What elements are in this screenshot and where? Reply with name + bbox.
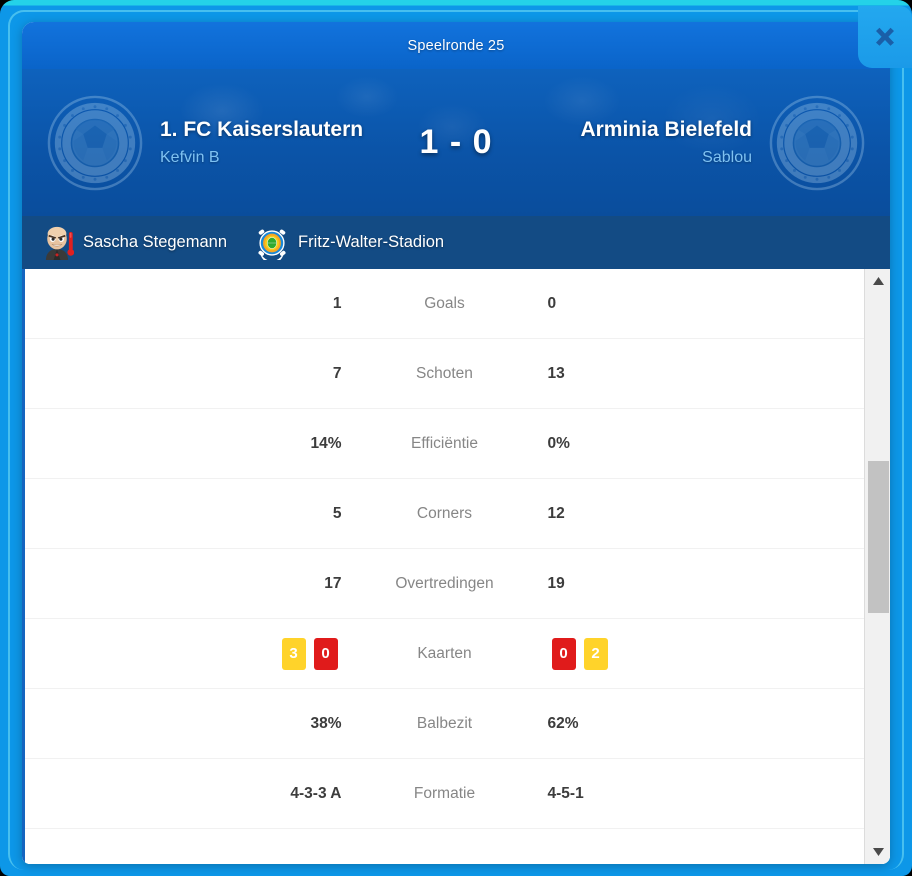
stadium-name: Fritz-Walter-Stadion: [298, 233, 445, 251]
stat-home-value: 1: [332, 294, 342, 312]
stat-label: Goals: [424, 294, 465, 312]
stat-row: 17 Overtredingen 19: [25, 549, 864, 619]
match-dialog: Speelronde 25: [22, 22, 890, 864]
stat-label: Schoten: [416, 364, 473, 382]
home-team-name: 1. FC Kaiserslautern: [160, 117, 364, 141]
stat-away-value: 13: [547, 364, 565, 382]
stat-home-value: 7: [332, 364, 342, 382]
stat-row: 14% Efficiëntie 0%: [25, 409, 864, 479]
stat-row: 3 0 Kaarten 0 2: [25, 619, 864, 689]
stat-row: 5 Corners 12: [25, 479, 864, 549]
stat-label: Efficiëntie: [411, 434, 478, 452]
stat-home-value: 38%: [310, 714, 342, 732]
stat-home-value: 5: [332, 504, 342, 522]
home-team-manager: Kefvin B: [160, 149, 220, 167]
stat-away-value: 0: [547, 294, 557, 312]
triangle-up-icon: [872, 277, 884, 285]
stat-label: Balbezit: [416, 714, 473, 732]
scroll-down-button[interactable]: [865, 840, 890, 864]
away-team-block: Arminia Bielefeld Sablou: [531, 118, 768, 168]
close-x-icon: [876, 27, 894, 46]
referee-info: Sascha Stegemann: [40, 226, 227, 260]
away-team-crest-icon: [769, 95, 865, 190]
stat-row: [25, 829, 864, 864]
stats-body: 1 Goals 0 7 Schoten 13 14% Efficiëntie 0% 5 Corner…: [22, 269, 890, 864]
home-yellow-card-count: 3: [281, 637, 306, 670]
dialog-titlebar: Speelronde 25: [22, 22, 890, 69]
away-team-manager: Sablou: [702, 149, 752, 167]
stat-away-value: 19: [547, 574, 565, 592]
scroll-up-button[interactable]: [865, 269, 890, 293]
stat-row: 4-3-3 A Formatie 4-5-1: [25, 759, 864, 829]
stat-home-value: 14%: [310, 434, 342, 452]
stat-home-value: 4-3-3 A: [290, 784, 342, 802]
stat-row: 38% Balbezit 62%: [25, 689, 864, 759]
home-team-crest-icon: [47, 95, 143, 190]
close-button[interactable]: [858, 6, 912, 68]
stat-label: Kaarten: [417, 644, 472, 662]
away-red-card-count: 0: [551, 637, 576, 670]
stats-list[interactable]: 1 Goals 0 7 Schoten 13 14% Efficiëntie 0% 5 Corner…: [25, 269, 864, 864]
stat-away-value: 62%: [547, 714, 579, 732]
stadium-info: Fritz-Walter-Stadion: [255, 226, 444, 260]
stat-row: 1 Goals 0: [25, 269, 864, 339]
vertical-scrollbar[interactable]: [864, 269, 890, 864]
match-info-bar: Sascha Stegemann: [22, 216, 890, 269]
home-red-card-count: 0: [313, 637, 338, 670]
stat-away-value: 4-5-1: [547, 784, 584, 802]
stat-label: Overtredingen: [395, 574, 494, 592]
away-team-name: Arminia Bielefeld: [580, 117, 752, 141]
referee-avatar-icon: [45, 226, 74, 260]
match-score: 1 - 0: [419, 123, 493, 161]
match-banner: 1. FC Kaiserslautern Kefvin B 1 - 0 Armi…: [22, 69, 890, 216]
scrollbar-thumb[interactable]: [868, 461, 889, 613]
stat-away-value: 12: [547, 504, 565, 522]
referee-name: Sascha Stegemann: [83, 233, 228, 251]
stat-home-value: 17: [324, 574, 342, 592]
stat-label: Corners: [416, 504, 473, 522]
stadium-icon: [258, 229, 286, 260]
away-yellow-card-count: 2: [583, 637, 608, 670]
stat-away-value: 0%: [547, 434, 570, 452]
stat-row: 7 Schoten 13: [25, 339, 864, 409]
triangle-down-icon: [872, 848, 884, 856]
home-team-block: 1. FC Kaiserslautern Kefvin B: [144, 118, 381, 168]
stat-label: Formatie: [413, 784, 476, 802]
dialog-title: Speelronde 25: [407, 37, 505, 54]
